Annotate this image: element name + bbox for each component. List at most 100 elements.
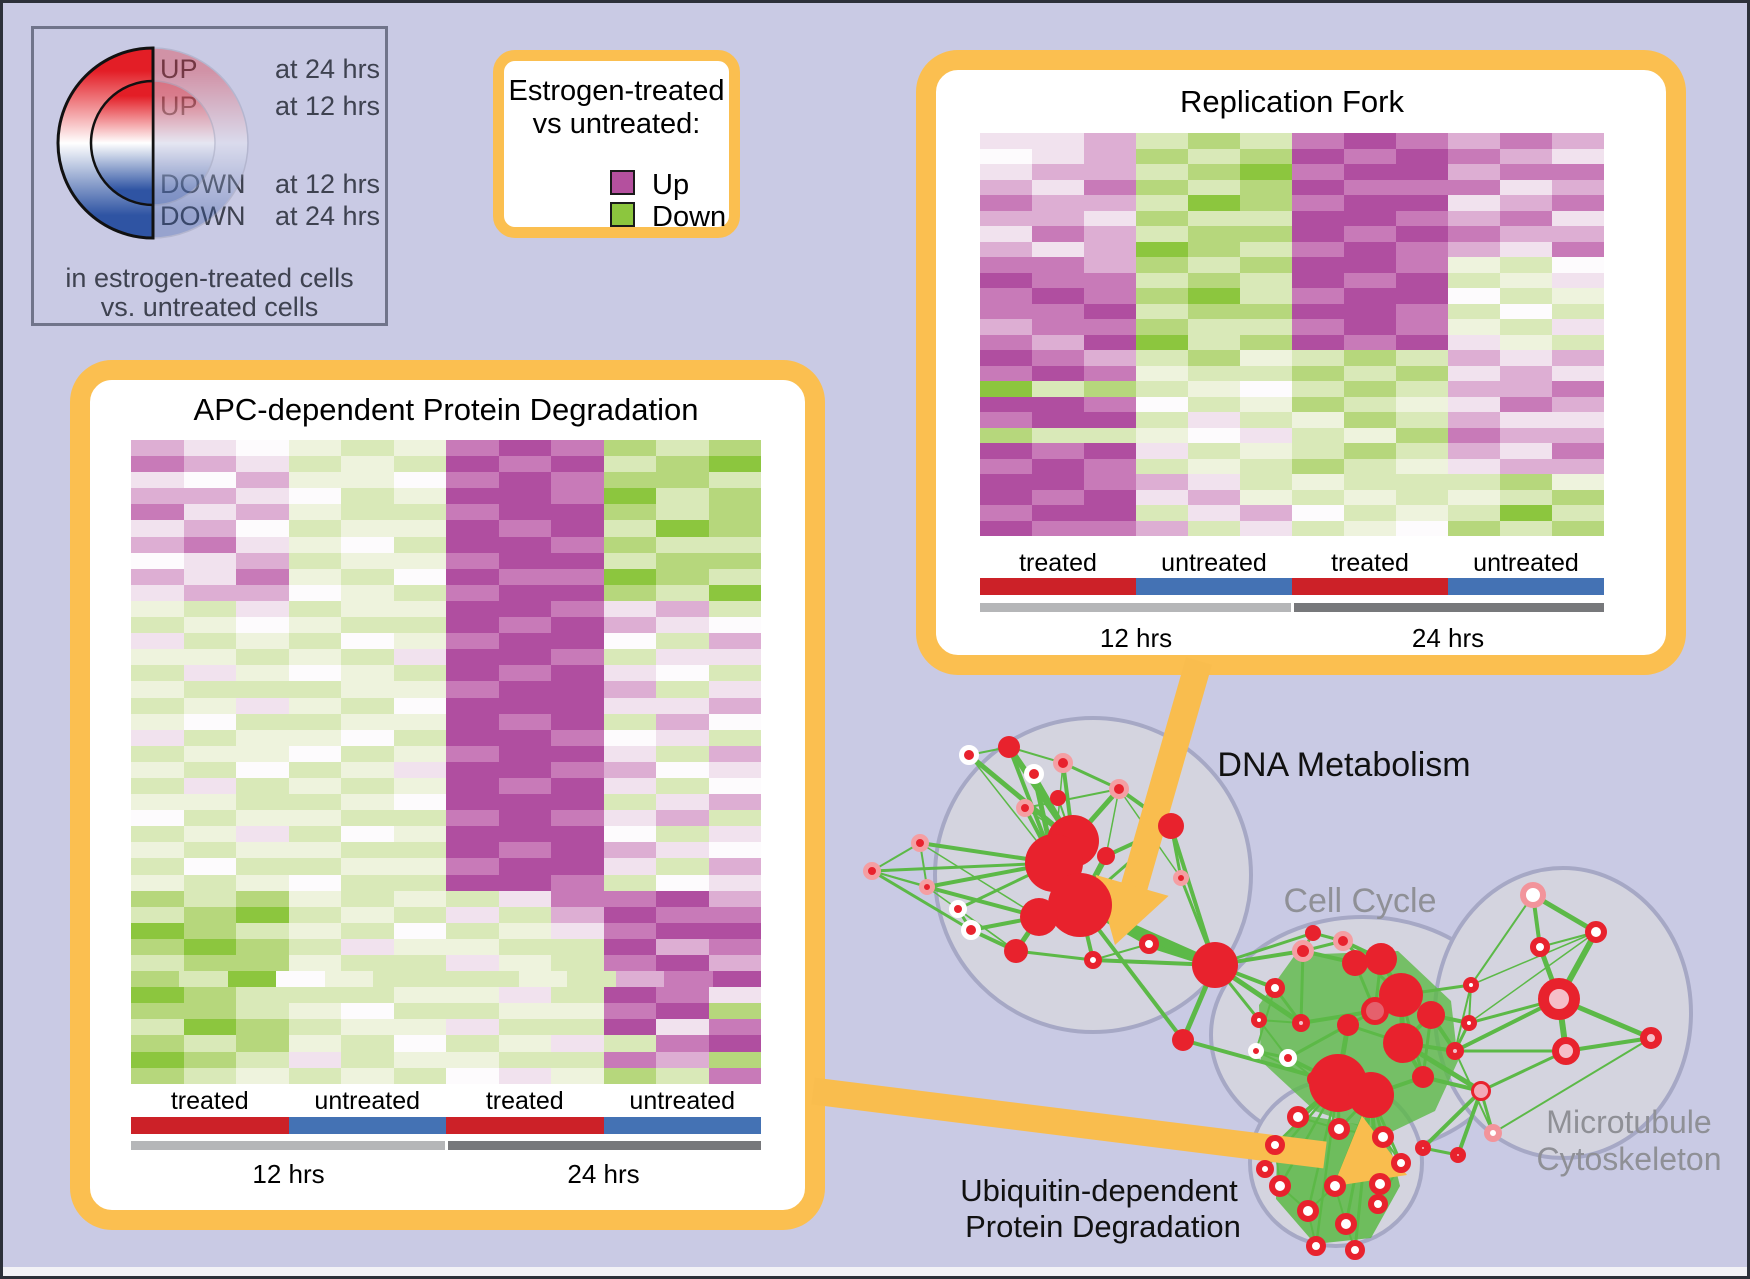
heatmap-cell: [393, 568, 446, 585]
heatmap-cell: [980, 412, 1032, 428]
network-edge: [1314, 1077, 1339, 1085]
heatmap-cell: [446, 842, 499, 859]
heatmap-row: [980, 334, 1604, 350]
heatmap-cell: [656, 697, 709, 714]
heatmap-cell: [1396, 257, 1448, 273]
heatmap-cell: [236, 697, 289, 714]
network-edge: [1182, 1038, 1339, 1085]
heatmap-cell: [551, 1019, 604, 1036]
heatmap-cell: [1084, 458, 1136, 474]
heatmap-cell: [1188, 241, 1240, 257]
heatmap-cell: [1292, 195, 1344, 211]
heatmap-cell: [446, 890, 499, 907]
heatmap-cell: [1136, 133, 1188, 149]
network-node: [1292, 1014, 1310, 1032]
heatmap-cell: [498, 649, 551, 666]
network-edge: [1531, 894, 1542, 948]
heatmap-cell: [288, 1035, 341, 1052]
network-node: [1306, 1236, 1326, 1256]
network-edge: [1378, 957, 1404, 997]
heatmap-cell: [603, 729, 656, 746]
heatmap-cell: [551, 472, 604, 489]
heatmap-cell: [288, 810, 341, 827]
heatmap-cell: [1448, 458, 1500, 474]
heatmap-cell: [656, 584, 709, 601]
heatmap-cell: [1448, 505, 1500, 521]
heatmap-cell: [236, 794, 289, 811]
heatmap-cell: [551, 681, 604, 698]
heatmap-cell: [1032, 179, 1084, 195]
heatmap-cell: [603, 649, 656, 666]
network-node: [1368, 1194, 1388, 1214]
heatmap-cell: [446, 520, 499, 537]
network-node: [1379, 973, 1423, 1017]
ring-legend-caption-2: vs. untreated cells: [100, 292, 319, 322]
heatmap-cell: [1552, 210, 1604, 226]
heatmap-cell: [1032, 520, 1084, 536]
heatmap-cell: [1240, 319, 1292, 335]
heatmap-cell: [603, 456, 656, 473]
heatmap-cell: [603, 906, 656, 923]
heatmap-row: [131, 938, 761, 955]
heatmap-cell: [656, 681, 709, 698]
heatmap-cell: [1344, 133, 1396, 149]
network-node: [1024, 764, 1044, 784]
heatmap-cell: [341, 665, 394, 682]
heatmap-cell: [1500, 272, 1552, 288]
heatmap-cell: [656, 826, 709, 843]
heatmap-cell: [980, 334, 1032, 350]
heatmap-cell: [236, 633, 289, 650]
heatmap-row: [131, 617, 761, 634]
network-edge: [1539, 931, 1597, 948]
heatmap-cell: [393, 552, 446, 569]
heatmap-cell: [1188, 334, 1240, 350]
network-node: [961, 920, 981, 940]
network-node: [1324, 1175, 1346, 1197]
heatmap-cell: [236, 890, 289, 907]
cluster-label: DNA Metabolism: [1217, 746, 1470, 784]
heatmap-cell: [393, 987, 446, 1004]
heatmap-cell: [603, 794, 656, 811]
heatmap-row: [131, 842, 761, 859]
heatmap-cell: [236, 810, 289, 827]
network-edge: [1454, 1050, 1494, 1134]
heatmap-cell: [1344, 396, 1396, 412]
heatmap-cell: [1084, 226, 1136, 242]
heatmap-cell: [236, 440, 289, 457]
heatmap-cell: [1448, 427, 1500, 443]
heatmap-cell: [183, 858, 236, 875]
network-edge: [1369, 1094, 1380, 1205]
network-edge: [1032, 773, 1075, 842]
heatmap-cell: [1032, 148, 1084, 164]
heatmap-cell: [1292, 427, 1344, 443]
heatmap-cell: [131, 697, 184, 714]
heatmap-cell: [551, 600, 604, 618]
heatmap-cell: [1448, 164, 1500, 180]
heatmap-cell: [341, 794, 394, 811]
heatmap-cell: [446, 1003, 499, 1020]
heatmap-cell: [288, 938, 341, 955]
heatmap-cell: [1396, 381, 1448, 397]
heatmap-cell: [1344, 272, 1396, 288]
heatmap-cell: [1292, 133, 1344, 149]
network-edge: [956, 908, 973, 931]
heatmap-cell: [1448, 365, 1500, 381]
heatmap-cell: [551, 536, 604, 553]
heatmap-cell: [183, 633, 236, 650]
heatmap-cell: [708, 440, 761, 457]
heatmap-cell: [603, 1067, 656, 1084]
heatmap-cell: [1344, 443, 1396, 459]
heatmap-cell: [288, 456, 341, 473]
heatmap-cell: [236, 987, 289, 1004]
heatmap-cell: [1136, 350, 1188, 366]
network-edge: [926, 885, 1040, 919]
network-edge: [1369, 1094, 1385, 1138]
heatmap-cell: [446, 729, 499, 746]
heatmap-cell: [393, 440, 446, 457]
heatmap-cell: [551, 826, 604, 843]
treatment-bar: [603, 1117, 761, 1134]
heatmap-cell: [236, 938, 289, 955]
heatmap-cell: [183, 488, 236, 505]
heatmap-cell: [131, 584, 184, 601]
heatmap-cell: [1188, 303, 1240, 319]
